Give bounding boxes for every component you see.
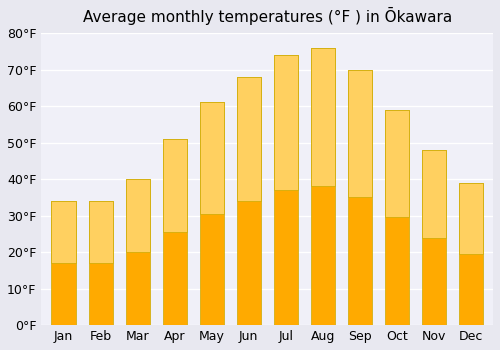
Bar [459, 183, 483, 325]
Bar [422, 150, 446, 325]
Bar [384, 110, 409, 325]
Bar [274, 55, 297, 190]
Bar [459, 183, 483, 254]
Bar [200, 103, 224, 325]
Bar [126, 179, 150, 252]
Bar [274, 55, 297, 325]
Bar [236, 77, 260, 201]
Bar [52, 201, 76, 263]
Bar [422, 150, 446, 238]
Bar [348, 70, 372, 197]
Bar [52, 201, 76, 325]
Bar [126, 179, 150, 325]
Bar [162, 139, 186, 325]
Bar [162, 139, 186, 232]
Bar [88, 201, 112, 325]
Bar [236, 77, 260, 325]
Bar [88, 201, 112, 263]
Bar [384, 110, 409, 217]
Bar [348, 70, 372, 325]
Title: Average monthly temperatures (°F ) in Ōkawara: Average monthly temperatures (°F ) in Ōk… [82, 7, 452, 25]
Bar [310, 48, 335, 325]
Bar [200, 103, 224, 214]
Bar [310, 48, 335, 187]
